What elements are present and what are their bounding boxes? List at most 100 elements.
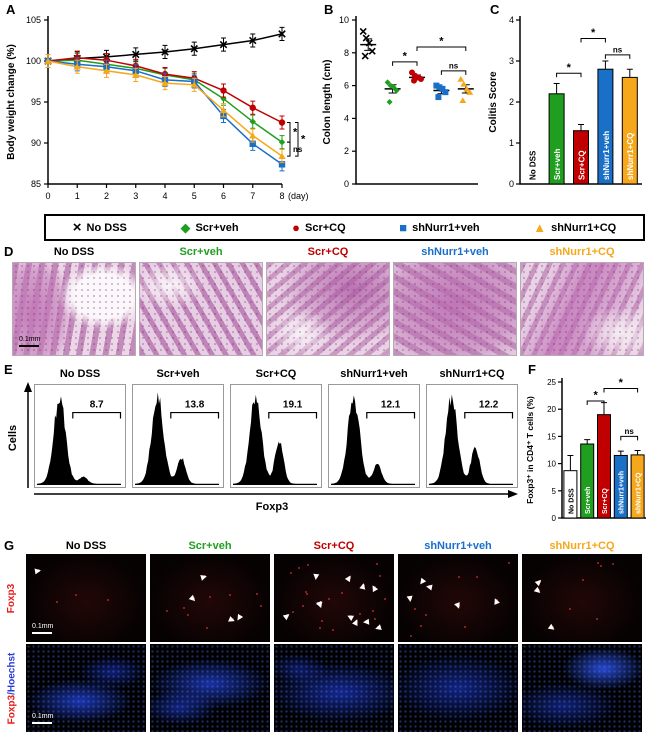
legend-label-shnurr1-cq: shNurr1+CQ: [551, 221, 617, 234]
scale-bar-label: 0.1mm: [32, 623, 54, 630]
foxp3-arrowhead-icon: [312, 573, 320, 581]
red-speck: [209, 595, 212, 598]
svg-text:5: 5: [192, 191, 197, 201]
svg-text:ns: ns: [613, 45, 623, 54]
svg-text:5: 5: [552, 487, 557, 496]
foxp3-row-label-text: Foxp3: [6, 583, 18, 613]
svg-text:Colon length (cm): Colon length (cm): [322, 60, 333, 145]
foxp3-positive-cell: [192, 597, 196, 601]
foxp3-label-part: Foxp3: [6, 694, 18, 724]
red-speck: [464, 625, 467, 628]
red-speck: [568, 608, 571, 611]
column-header-scr-veh: Scr+veh: [179, 246, 223, 258]
svg-text:Scr+CQ: Scr+CQ: [577, 150, 586, 180]
svg-text:Scr+veh: Scr+veh: [553, 149, 562, 180]
foxp3-positive-cell: [348, 614, 352, 618]
foxp3-positive-cell: [537, 580, 541, 584]
hoechst-image-scr-cq: [274, 644, 394, 732]
x-marker-icon: ×: [72, 219, 82, 236]
red-speck: [206, 627, 209, 630]
foxp3-positive-cell: [230, 617, 234, 621]
svg-text:shNurr1+CQ: shNurr1+CQ: [626, 133, 635, 180]
legend-label-shnurr1-veh: shNurr1+veh: [412, 221, 480, 234]
foxp3-positive-cell: [286, 613, 290, 617]
hoechst-image-scr-veh: [150, 644, 270, 732]
foxp3-positive-cell: [347, 575, 351, 579]
red-speck: [182, 606, 185, 609]
legend-item-scr-veh: ◆ Scr+veh: [180, 221, 238, 234]
body-weight-line-chart: 85 90 95 100 105 0 1 2 3 4 5 6 7 8 (day) Body weight ch…: [6, 15, 309, 201]
foxp3-positive-cell: [409, 597, 413, 601]
scale-bar-label: 0.1mm: [32, 713, 54, 720]
red-speck: [612, 563, 615, 566]
legend-item-shnurr1-cq: ▲ shNurr1+CQ: [533, 221, 616, 234]
red-speck: [457, 576, 460, 579]
svg-text:shNurr1+veh: shNurr1+veh: [619, 471, 626, 514]
panel-a: A 85 90 95 100 105 0 1 2 3 4 5 6 7 8 (day) Body weight …: [2, 2, 320, 214]
svg-text:12.2: 12.2: [479, 400, 499, 411]
svg-text:1: 1: [509, 138, 514, 148]
svg-text:0: 0: [344, 179, 349, 189]
red-speck: [106, 598, 109, 601]
foxp3-arrowhead-icon: [200, 573, 209, 582]
column-header-scr-cq: Scr+CQ: [307, 246, 349, 258]
svg-text:7: 7: [250, 191, 255, 201]
red-speck: [375, 562, 378, 565]
foxp3-positive-cell: [319, 602, 323, 606]
foxp3-positive-cell: [376, 626, 380, 630]
svg-text:shNurr1+CQ: shNurr1+CQ: [636, 472, 643, 514]
red-speck: [409, 634, 412, 637]
panel-f: F 0 5 10 15 20 25 Foxp3⁺ in CD4⁺ T cells (%) No…: [524, 362, 650, 538]
foxp3-arrowhead-icon: [317, 601, 324, 609]
foxp3-positive-cell: [428, 584, 432, 588]
svg-text:*: *: [591, 27, 596, 39]
svg-text:95: 95: [31, 97, 41, 107]
legend-label-scr-cq: Scr+CQ: [305, 221, 346, 234]
foxp3-bar-chart: 0 5 10 15 20 25 Foxp3⁺ in CD4⁺ T cells (%) No D…: [525, 377, 646, 523]
red-speck: [331, 629, 334, 632]
foxp3-arrowhead-icon: [492, 597, 500, 606]
svg-text:*: *: [301, 133, 306, 145]
circle-marker-icon: ●: [292, 220, 300, 235]
red-speck: [301, 605, 304, 608]
svg-text:Foxp3: Foxp3: [256, 501, 288, 513]
foxp3-arrowhead-icon: [370, 584, 379, 593]
foxp3-positive-cell: [373, 586, 377, 590]
svg-text:2: 2: [509, 97, 514, 107]
svg-text:*: *: [593, 390, 598, 402]
red-speck: [372, 610, 375, 613]
foxp3-positive-cell: [238, 615, 242, 619]
panel-d: D No DSS Scr+veh Scr+CQ shNurr1+veh shNu…: [0, 244, 650, 362]
red-speck: [318, 627, 321, 630]
red-speck: [340, 592, 343, 595]
foxp3-arrowhead-icon: [227, 615, 236, 624]
foxp3-positive-cell: [495, 599, 499, 603]
foxp3-arrowhead-icon: [362, 618, 370, 625]
flow-histogram-no-dss: 8.7: [34, 384, 126, 488]
svg-text:Body weight change (%): Body weight change (%): [6, 44, 17, 160]
foxp3-arrowhead-icon: [344, 573, 353, 583]
row-label-foxp3-hoechst: Foxp3/Hoechst: [2, 644, 22, 732]
legend-label-no-dss: No DSS: [86, 221, 127, 234]
foxp3-positive-cell: [457, 604, 461, 608]
foxp3-arrowhead-icon: [373, 624, 382, 633]
svg-text:100: 100: [26, 56, 41, 66]
svg-text:0: 0: [509, 179, 514, 189]
flow-histogram-shnurr1-veh: 12.1: [328, 384, 420, 488]
svg-text:Scr+CQ: Scr+CQ: [602, 488, 609, 514]
foxp3-image-shnurr1-veh: [398, 554, 518, 642]
red-speck: [384, 598, 387, 601]
red-speck: [259, 605, 262, 608]
histology-image-no-dss: 0.1mm: [12, 262, 136, 356]
foxp3-positive-cell: [203, 575, 207, 579]
svg-text:Foxp3⁺ in CD4⁺ T cells (%): Foxp3⁺ in CD4⁺ T cells (%): [525, 396, 535, 504]
svg-text:13.8: 13.8: [185, 400, 205, 411]
legend-item-shnurr1-veh: ■ shNurr1+veh: [399, 221, 479, 234]
svg-text:shNurr1+veh: shNurr1+veh: [602, 131, 611, 180]
red-speck: [289, 571, 292, 574]
flow-header-no-dss: No DSS: [59, 368, 101, 380]
red-speck: [305, 593, 308, 596]
histology-image-scr-veh: [139, 262, 263, 356]
panel-b-letter: B: [324, 2, 334, 17]
